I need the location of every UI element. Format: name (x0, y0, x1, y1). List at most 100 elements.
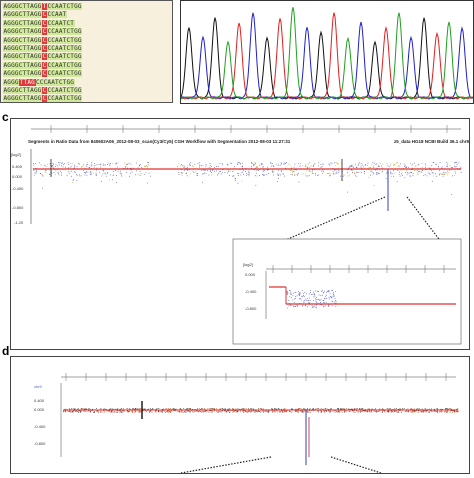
probe-point (454, 175, 455, 176)
probe-point (217, 410, 219, 412)
probe-point (180, 411, 182, 413)
probe-point (443, 173, 445, 175)
probe-point (88, 408, 90, 410)
probe-point (306, 165, 308, 167)
probe-point (87, 172, 89, 173)
probe-point (407, 411, 408, 413)
probe-point (114, 411, 115, 413)
probe-point (328, 410, 330, 412)
probe-point (42, 175, 44, 177)
probe-point (432, 172, 434, 174)
probe-point (185, 411, 186, 413)
probe-point (432, 162, 434, 163)
probe-point (428, 411, 430, 413)
probe-point (267, 410, 269, 412)
probe-point (250, 411, 252, 413)
probe-point (242, 169, 244, 171)
zoom-probe-point (305, 299, 307, 301)
probe-point (146, 166, 148, 168)
probe-point (405, 172, 406, 173)
probe-point (130, 408, 131, 410)
probe-point (365, 164, 366, 165)
sequence-segment: CCAATCTGG (46, 28, 83, 36)
probe-point (409, 172, 411, 173)
probe-point (116, 410, 118, 411)
cgh-main-ytick-3: -0.800 (12, 205, 24, 210)
probe-point (250, 408, 251, 410)
probe-point (347, 191, 348, 193)
zoom-probe-point (313, 300, 314, 301)
probe-point (376, 411, 378, 413)
probe-point (268, 173, 269, 174)
probe-point (70, 411, 72, 413)
sequence-segment: AGGGCTTAGG (3, 95, 43, 103)
probe-point (134, 411, 135, 413)
zoom-probe-point (328, 298, 330, 300)
probe-point (91, 164, 93, 166)
probe-point (270, 162, 272, 164)
probe-point (158, 408, 160, 409)
zoom-probe-point (303, 293, 304, 295)
probe-point (330, 173, 332, 175)
probe-point (230, 162, 232, 164)
zoom-probe-point (323, 292, 325, 293)
probe-point (94, 411, 95, 413)
probe-point (86, 409, 88, 410)
probe-point (362, 410, 363, 412)
probe-point (35, 173, 37, 174)
probe-point (368, 408, 370, 410)
probe-point (439, 162, 441, 163)
sequence-segment: CCAATCTGG (46, 36, 83, 44)
probe-point (73, 178, 74, 180)
probe-point (108, 410, 110, 411)
probe-point (280, 411, 281, 413)
probe-point (162, 410, 164, 411)
probe-point (433, 162, 435, 163)
probe-point (214, 166, 215, 168)
probe-point (96, 410, 98, 412)
probe-point (278, 408, 280, 410)
probe-point (355, 175, 357, 177)
zoom-probe-point (299, 294, 301, 296)
probe-point (337, 411, 339, 413)
probe-point (335, 171, 337, 173)
probe-point (129, 408, 130, 410)
probe-point (59, 162, 61, 164)
probe-point (97, 410, 98, 412)
probe-point (219, 163, 221, 164)
probe-point (447, 174, 449, 176)
probe-point (297, 174, 298, 176)
probe-point (251, 166, 252, 167)
probe-point (282, 411, 284, 413)
probe-point (454, 162, 456, 164)
probe-point (441, 411, 443, 413)
sequence-segment: AGGGCTTAGG (3, 11, 43, 19)
probe-point (114, 408, 116, 410)
probe-point (180, 408, 182, 409)
probe-point (361, 167, 363, 169)
probe-point (132, 167, 134, 169)
probe-point (44, 170, 46, 172)
probe-point (406, 167, 407, 168)
probe-point (320, 164, 322, 165)
probe-point (358, 410, 360, 412)
probe-point (441, 174, 443, 176)
probe-point (42, 187, 43, 189)
probe-point (120, 172, 122, 174)
probe-point (283, 411, 285, 413)
probe-point (382, 408, 384, 409)
sequence-variant-base: C (42, 19, 47, 27)
probe-point (187, 165, 188, 167)
probe-point (246, 175, 247, 176)
probe-point (209, 408, 211, 409)
probe-point (253, 410, 254, 412)
probe-point (206, 411, 208, 413)
probe-point (64, 163, 65, 165)
probe-point (192, 411, 194, 413)
probe-point (413, 170, 415, 171)
zoom-probe-point (313, 296, 315, 298)
probe-point (337, 172, 339, 174)
probe-point (414, 411, 416, 412)
probe-point (358, 163, 359, 165)
zoom-probe-point (332, 292, 334, 293)
